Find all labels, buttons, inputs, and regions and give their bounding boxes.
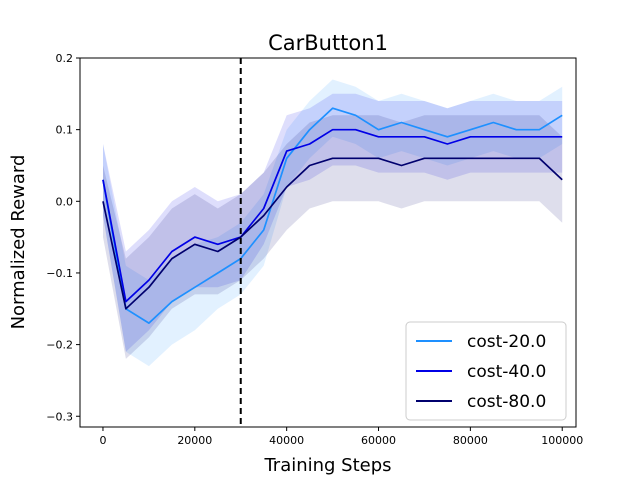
- band-series-1: [103, 79, 563, 367]
- legend-label-3: cost-80.0: [467, 392, 546, 412]
- x-tick-label: 60000: [361, 434, 396, 447]
- y-tick-label: 0.2: [56, 52, 74, 65]
- legend-label-1: cost-20.0: [467, 332, 546, 352]
- line-series-3: [102, 157, 563, 310]
- y-axis-ticks: −0.3 −0.2 −0.1 0.0 0.1 0.2: [46, 52, 80, 423]
- y-tick-label: −0.1: [46, 267, 73, 280]
- y-axis-label: Normalized Reward: [8, 155, 29, 330]
- x-axis-label: Training Steps: [263, 455, 391, 476]
- band-series-3: [103, 115, 563, 359]
- x-tick-label: 40000: [269, 434, 304, 447]
- y-tick-label: 0.0: [56, 195, 74, 208]
- legend-entries: cost-20.0 cost-40.0 cost-80.0: [416, 332, 546, 412]
- y-tick-label: −0.2: [46, 339, 73, 352]
- plot-frame: [79, 57, 577, 428]
- line-series-2: [102, 128, 563, 303]
- chart-title: CarButton1: [268, 31, 388, 55]
- x-tick-label: 20000: [177, 434, 212, 447]
- x-axis-ticks: 0 20000 40000 60000 80000 100000: [99, 427, 583, 447]
- x-tick-label: 100000: [541, 434, 583, 447]
- y-tick-label: −0.3: [46, 410, 73, 423]
- x-tick-label: 80000: [453, 434, 488, 447]
- x-tick-label: 0: [99, 434, 106, 447]
- legend: cost-20.0 cost-40.0 cost-80.0: [405, 321, 567, 421]
- series-lines: [102, 107, 563, 324]
- legend-label-2: cost-40.0: [467, 362, 546, 382]
- y-tick-label: 0.1: [56, 124, 74, 137]
- line-series-1: [102, 107, 563, 324]
- legend-box: [405, 321, 567, 421]
